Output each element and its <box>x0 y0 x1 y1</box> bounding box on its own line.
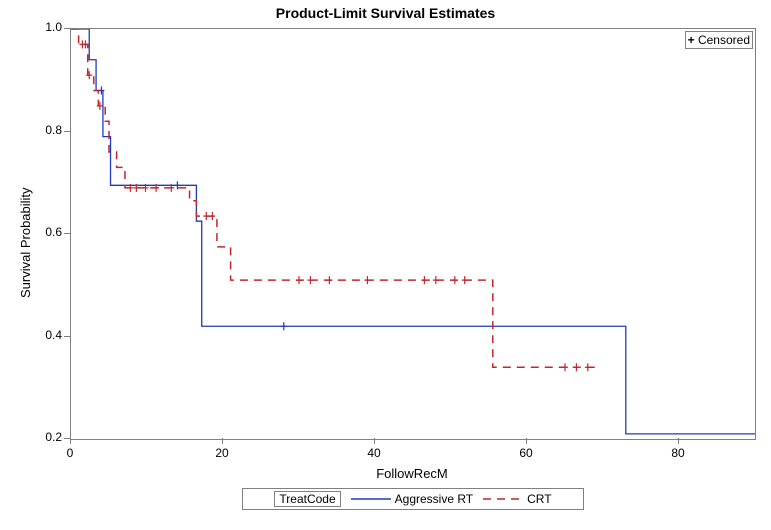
legend-label-1: CRT <box>527 492 551 506</box>
y-tick-label: 0.2 <box>32 430 62 444</box>
legend-title: TreatCode <box>274 491 340 507</box>
plot-svg <box>71 29 755 439</box>
censored-mark-icon <box>307 276 313 284</box>
censored-mark-icon <box>281 322 287 330</box>
censored-mark-icon <box>462 276 468 284</box>
y-tick <box>64 28 70 29</box>
x-tick-label: 60 <box>511 446 541 460</box>
legend-label-0: Aggressive RT <box>395 492 473 506</box>
censored-mark-icon <box>364 276 370 284</box>
y-tick <box>64 131 70 132</box>
y-tick-label: 0.4 <box>32 328 62 342</box>
y-tick <box>64 336 70 337</box>
x-tick <box>678 438 679 444</box>
censored-mark-icon <box>209 212 215 220</box>
series-crt <box>71 29 599 367</box>
y-tick-label: 0.8 <box>32 123 62 137</box>
censored-mark-icon <box>585 363 591 371</box>
series-aggressive-rt <box>71 29 755 434</box>
censored-mark-icon <box>573 363 579 371</box>
x-tick-label: 0 <box>55 446 85 460</box>
x-tick-label: 40 <box>359 446 389 460</box>
y-tick <box>64 233 70 234</box>
censored-mark-icon <box>433 276 439 284</box>
censored-label: Censored <box>698 33 750 47</box>
y-tick-label: 1.0 <box>32 20 62 34</box>
plot-area: + Censored <box>70 28 756 440</box>
censored-mark-icon <box>203 212 209 220</box>
x-axis-label: FollowRecM <box>70 466 754 481</box>
censored-mark-icon <box>326 276 332 284</box>
censored-mark-icon <box>452 276 458 284</box>
chart-title: Product-Limit Survival Estimates <box>0 5 771 21</box>
x-tick <box>222 438 223 444</box>
x-tick <box>70 438 71 444</box>
x-tick-label: 20 <box>207 446 237 460</box>
bottom-legend: TreatCode Aggressive RT CRT <box>242 488 584 510</box>
x-tick-label: 80 <box>663 446 693 460</box>
x-tick <box>526 438 527 444</box>
censored-mark-icon <box>296 276 302 284</box>
y-axis-label: Survival Probability <box>18 187 33 298</box>
censored-legend: + Censored <box>685 31 753 49</box>
legend-item-crt: CRT <box>483 492 551 506</box>
plus-icon: + <box>688 33 695 47</box>
x-tick <box>374 438 375 444</box>
censored-mark-icon <box>421 276 427 284</box>
y-tick-label: 0.6 <box>32 225 62 239</box>
chart-container: Product-Limit Survival Estimates Surviva… <box>0 0 771 530</box>
censored-mark-icon <box>562 363 568 371</box>
legend-item-aggressive-rt: Aggressive RT <box>351 492 473 506</box>
